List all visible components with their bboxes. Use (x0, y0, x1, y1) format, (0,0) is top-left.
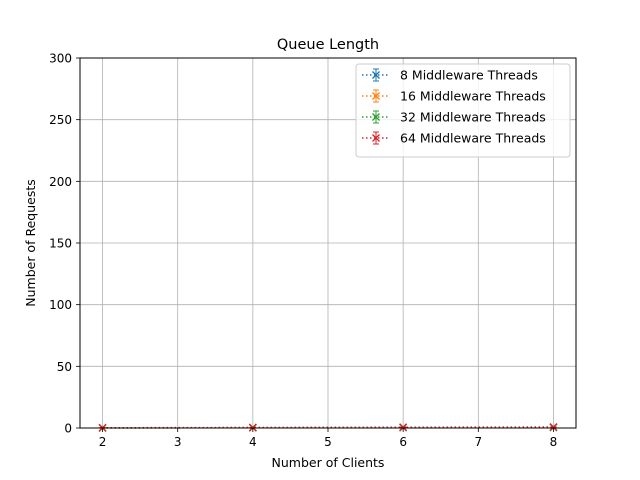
y-tick-label: 0 (64, 422, 72, 436)
x-tick-label: 8 (550, 435, 558, 449)
y-tick-label: 250 (49, 113, 72, 127)
data-point (399, 423, 408, 432)
legend-frame (355, 63, 571, 158)
legend-marker (372, 71, 380, 79)
y-tick-label: 300 (49, 52, 72, 66)
legend-marker (372, 134, 380, 142)
y-tick-label: 50 (57, 360, 72, 374)
x-tick-label: 6 (399, 435, 407, 449)
marker-stroke (372, 134, 380, 142)
legend-label: 64 Middleware Threads (400, 131, 546, 146)
legend-item: 16 Middleware Threads (362, 89, 546, 104)
marker-stroke (372, 71, 380, 79)
x-tick-label: 4 (249, 435, 257, 449)
series-line (102, 426, 554, 429)
x-tick-label: 7 (474, 435, 482, 449)
y-tick-label: 100 (49, 298, 72, 312)
x-tick-label: 3 (174, 435, 182, 449)
y-tick-label: 200 (49, 175, 72, 189)
x-axis-label: Number of Clients (272, 455, 385, 470)
legend-marker (372, 92, 380, 100)
marker-stroke (549, 423, 558, 431)
x-tick-label: 5 (324, 435, 332, 449)
legend-label: 32 Middleware Threads (400, 110, 546, 125)
legend-marker (372, 113, 380, 121)
x-tick-label: 2 (99, 435, 107, 449)
marker-stroke (372, 113, 380, 121)
legend-item: 8 Middleware Threads (362, 68, 538, 83)
data-point (549, 423, 558, 431)
legend-item: 64 Middleware Threads (362, 131, 546, 146)
ticks: 2 3 4 5 6 7 8 0 50 100 150 200 250 300 (49, 52, 557, 450)
legend-label: 16 Middleware Threads (400, 89, 546, 104)
chart-title: Queue Length (277, 37, 379, 53)
legend: 8 Middleware Threads 16 Middleware Thread… (355, 63, 571, 158)
marker-stroke (399, 423, 408, 432)
legend-item: 32 Middleware Threads (362, 110, 546, 125)
y-axis-label: Number of Requests (23, 179, 38, 307)
legend-label: 8 Middleware Threads (400, 68, 538, 83)
y-tick-label: 150 (49, 237, 72, 251)
marker-stroke (372, 92, 380, 100)
